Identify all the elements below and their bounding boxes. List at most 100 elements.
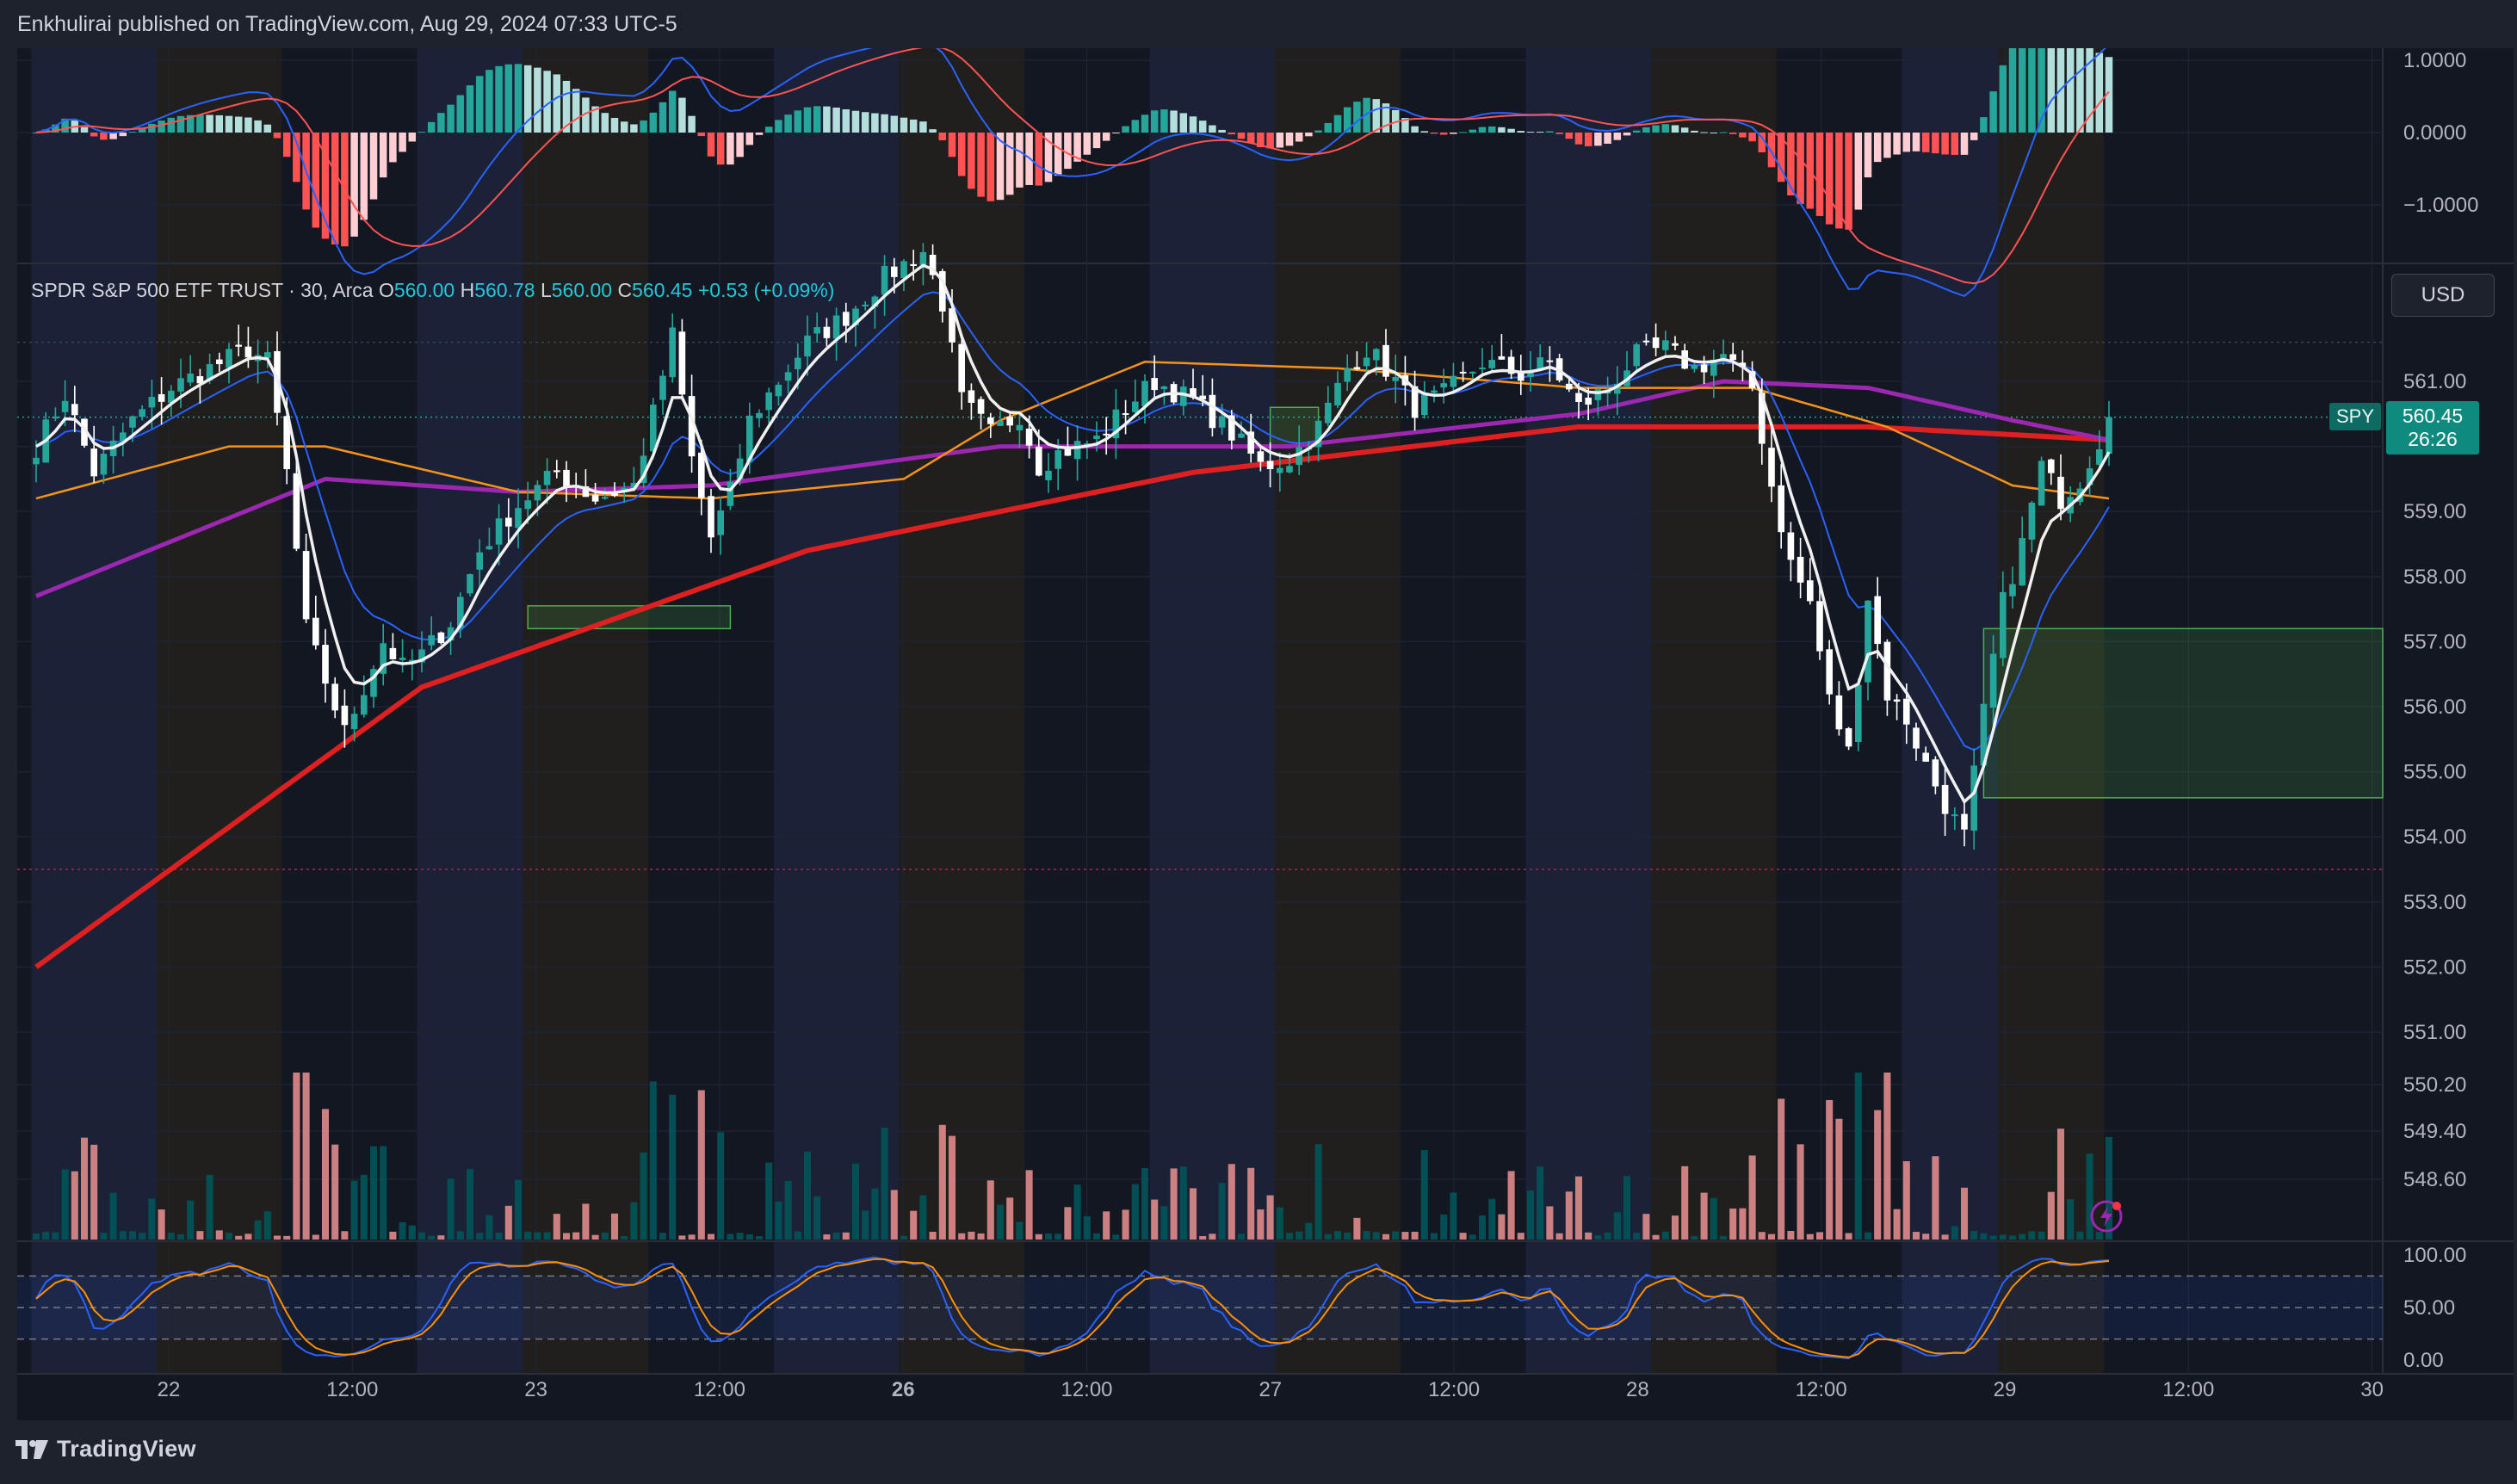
volume-bar [755,1235,764,1240]
macd-histogram-bar [582,97,590,133]
volume-bar [1806,1234,1814,1240]
macd-histogram-bar [514,64,523,133]
volume-bar [659,1233,667,1240]
volume-bar [948,1135,956,1240]
volume-bar [1478,1215,1487,1240]
macd-histogram-bar [764,127,773,133]
chart-area[interactable]: 561.00 560.00 559.00 558.00 557.00 556.00 555.… [17,48,2514,1420]
macd-histogram-bar [1613,133,1622,140]
volume-bar [1517,1233,1524,1240]
macd-histogram-bar [1131,120,1140,133]
candle-body [1479,367,1486,369]
volume-bar [784,1180,792,1240]
volume-bar [640,1152,647,1240]
candle-body [1633,343,1641,367]
volume-bar [1883,1073,1891,1240]
candle-body [206,364,213,380]
macd-histogram-bar [90,133,98,137]
volume-bar [1344,1233,1351,1240]
macd-histogram-bar [1333,114,1342,133]
volume-bar [302,1073,310,1240]
volume-bar [1025,1170,1033,1240]
time-tick-label: 12:00 [694,1378,745,1401]
volume-bar [1131,1184,1139,1240]
macd-histogram-bar [1739,133,1747,138]
macd-histogram-bar [1083,133,1092,155]
candle-body [1613,383,1621,394]
legend-high-value: 560.78 [474,279,535,301]
macd-histogram-bar [1401,118,1409,133]
last-price-value: 560.45 [2402,405,2464,427]
candle-body [1093,436,1100,440]
macd-histogram-bar [948,133,956,158]
volume-bar [100,1232,108,1240]
volume-bar [1237,1234,1246,1240]
volume-bar [862,1210,869,1240]
macd-histogram-bar [1652,125,1660,133]
volume-bar [263,1211,271,1240]
volume-bar [1835,1118,1843,1240]
macd-histogram-bar [1179,113,1188,133]
candle-body [881,265,888,295]
alert-lightning-icon[interactable] [2088,1198,2124,1234]
volume-bar [1845,1233,1852,1240]
volume-bar [1285,1233,1294,1240]
candle-body [476,552,484,570]
session-band-us [1400,48,1526,1374]
legend-symbol: SPDR S&P 500 ETF TRUST · 30, Arca [31,279,374,301]
macd-histogram-bar [794,110,802,133]
volume-bar [591,1234,599,1240]
macd-histogram-bar [727,133,734,165]
candle-body [1739,362,1747,368]
stoch-tick-label: 50.00 [2403,1296,2455,1320]
volume-bar [1459,1233,1467,1240]
macd-histogram-bar [1353,102,1361,133]
volume-bar [1006,1197,1014,1240]
volume-bar [408,1225,416,1240]
candle-body [1922,752,1930,762]
time-tick-label: 12:00 [1428,1378,1480,1401]
candle-body [158,393,165,402]
session-band-asia [1525,48,1651,1374]
currency-button[interactable]: USD [2391,274,2495,317]
candle-body [1141,380,1148,406]
candle-body [1961,813,1968,830]
session-band-europe [157,48,282,1374]
volume-bar [273,1235,281,1240]
macd-histogram-bar [1276,133,1284,148]
volume-bar [775,1201,782,1240]
time-tick-label: 29 [1994,1378,2017,1401]
macd-histogram-bar [562,80,571,133]
candle-body [1276,467,1283,473]
macd-histogram-bar [1680,127,1689,133]
volume-bar [1151,1199,1159,1240]
volume-bar [1141,1168,1149,1240]
symbol-legend[interactable]: SPDR S&P 500 ETF TRUST · 30, Arca O560.0… [31,279,834,302]
volume-bar [794,1231,801,1240]
macd-histogram-bar [755,133,764,135]
volume-bar [621,1235,628,1240]
macd-histogram-bar [293,133,300,182]
candle-body [659,375,666,400]
macd-histogram-bar [360,133,368,220]
macd-histogram-bar [466,85,474,133]
candle-body [727,481,734,506]
candle-body [1652,337,1660,349]
volume-bar [572,1232,580,1240]
macd-histogram-bar [234,116,243,133]
candle-body [1758,393,1766,444]
volume-bar [1671,1215,1679,1240]
macd-histogram-bar [2028,48,2036,133]
price-tick-label: 558.00 [2403,566,2466,589]
legend-change: +0.53 (+0.09%) [697,279,835,301]
volume-bar [1604,1232,1611,1240]
macd-histogram-bar [282,133,291,158]
volume-bar [1498,1214,1506,1240]
volume-bar [1044,1234,1053,1240]
candle-body [1112,409,1120,439]
candle-body [1797,556,1804,583]
macd-histogram-bar [148,123,156,133]
macd-histogram-bar [41,129,50,133]
candle-body [389,647,397,659]
tradingview-logo[interactable]: TradingView [15,1436,196,1462]
